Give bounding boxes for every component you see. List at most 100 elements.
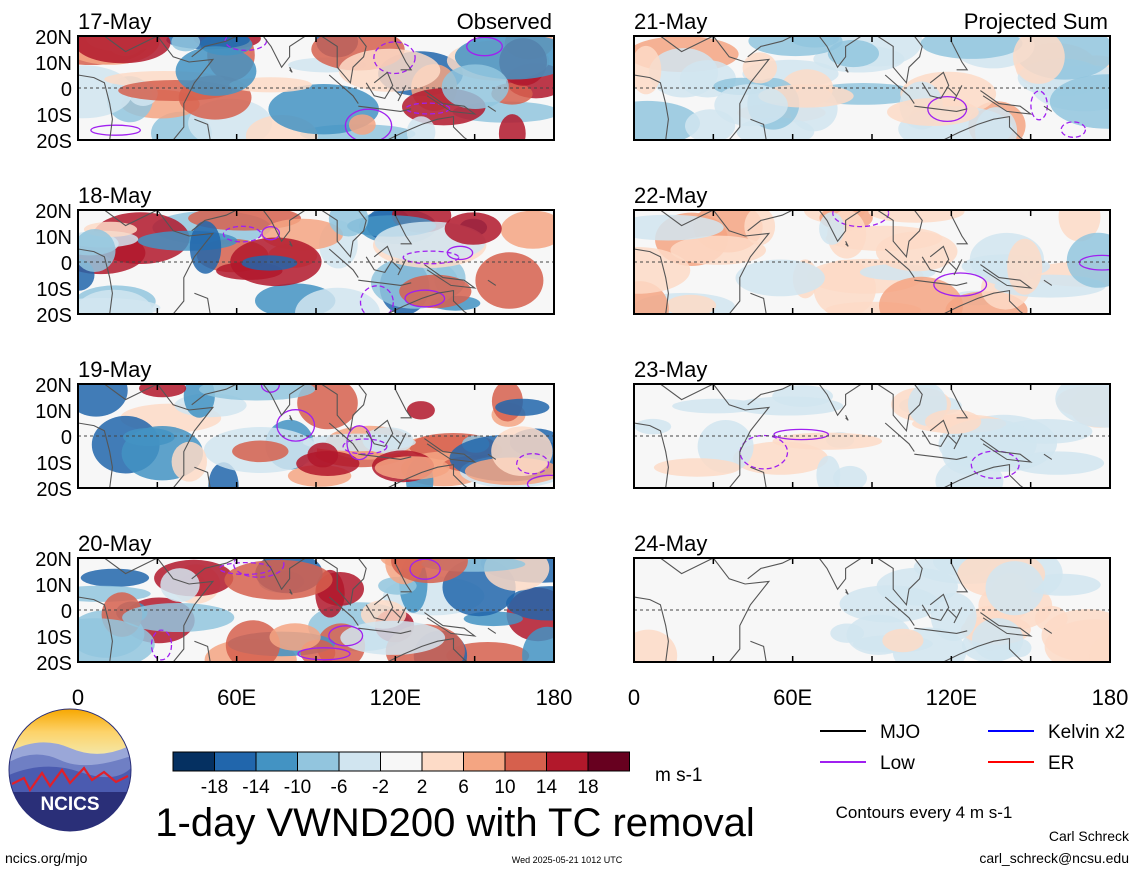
y-tick-label: 20N <box>35 201 72 223</box>
coastline <box>747 558 793 580</box>
anomaly-blob <box>733 441 828 475</box>
anomaly-blob <box>634 45 662 95</box>
anomaly-field <box>634 558 1110 662</box>
low-contour <box>276 409 316 442</box>
low-contour <box>739 434 789 470</box>
anomaly-blob <box>772 432 883 450</box>
anomaly-blob <box>819 212 845 245</box>
y-tick-label: 10S <box>36 279 72 301</box>
coastline <box>948 433 963 450</box>
panel-date: 17-May <box>78 9 151 34</box>
colorbar-swatch <box>587 751 630 772</box>
coastlines <box>78 384 497 488</box>
anomaly-blob <box>495 398 550 416</box>
legend-label: ER <box>1048 753 1074 774</box>
anomaly-blob <box>833 465 867 488</box>
coastline <box>392 85 407 102</box>
coastline <box>884 248 915 278</box>
y-tick-label: 10N <box>35 575 72 597</box>
anomaly-blob <box>500 210 554 249</box>
low-contour <box>446 245 474 261</box>
y-tick-label: 20N <box>35 549 72 571</box>
anomaly-field <box>634 384 1110 488</box>
anomaly-blob <box>232 440 289 463</box>
panel-24-may: 24-May <box>633 531 1111 663</box>
panel-17-may: 17-May Observed 20N 10N 0 10S 20S <box>35 9 555 153</box>
anomaly-blob <box>328 210 369 237</box>
coastline <box>845 588 849 595</box>
anomaly-blob <box>175 46 257 96</box>
coastline <box>194 640 211 662</box>
coastline <box>634 422 669 488</box>
coastline <box>747 36 793 58</box>
coastline <box>358 453 412 460</box>
coastline <box>191 558 237 580</box>
colorbar-swatch <box>297 751 340 772</box>
coastline <box>320 384 367 433</box>
anomaly-blob <box>714 84 788 127</box>
anomaly-blob <box>78 618 155 662</box>
colorbar-swatch <box>421 751 464 772</box>
colorbar-swatch <box>504 751 547 772</box>
logo-text: NCICS <box>40 794 99 815</box>
colorbar-label: 14 <box>536 777 558 798</box>
coastline <box>634 74 669 140</box>
anomaly-blob <box>295 287 380 314</box>
y-tick-label: 20S <box>36 653 72 675</box>
low-contour <box>150 629 173 661</box>
coastline <box>289 240 293 247</box>
anomaly-blob <box>491 426 553 477</box>
coastline <box>750 292 767 314</box>
anomaly-blob <box>137 230 238 251</box>
panel-20-may: 20-May 20N 10N 0 10S 20S <box>35 531 555 675</box>
low-contour <box>261 226 281 241</box>
anomaly-blob <box>475 252 544 309</box>
coastline <box>358 105 412 112</box>
ncics-logo: NCICS <box>8 708 132 832</box>
anomaly-blob <box>748 36 843 57</box>
coastline <box>634 36 771 140</box>
y-tick-label: 20S <box>36 305 72 327</box>
coastline <box>365 419 394 448</box>
coastline <box>845 66 849 73</box>
coastline <box>194 118 211 140</box>
x-tick-label: 0 <box>628 685 640 710</box>
low-contour <box>90 124 141 136</box>
coastlines <box>634 558 1053 662</box>
anomaly-blob <box>653 458 741 477</box>
coastline <box>1043 105 1053 112</box>
anomaly-blob <box>522 626 554 662</box>
coastline <box>798 558 862 591</box>
anomaly-blob <box>875 231 958 272</box>
coastline <box>328 74 359 104</box>
low-contour <box>328 625 364 647</box>
coastline <box>386 637 469 662</box>
anomaly-blob <box>225 620 280 662</box>
legend-label: MJO <box>880 722 920 743</box>
coastline <box>750 118 767 140</box>
low-contour <box>1078 254 1110 271</box>
column-label: Projected Sum <box>964 9 1108 34</box>
coastline <box>980 612 1033 637</box>
panel-date: 19-May <box>78 357 151 382</box>
anomaly-blob <box>634 100 700 140</box>
coastline <box>365 593 394 622</box>
panel-19-may: 19-May 20N 10N 0 10S 20S <box>35 357 555 501</box>
legend-label: Low <box>880 753 915 774</box>
low-contour <box>832 210 890 228</box>
coastline <box>980 438 1033 463</box>
colorbar: -18 -14 -10 -6 -2 2 6 10 14 18 <box>172 751 630 798</box>
coastline <box>392 433 407 450</box>
anomaly-blob <box>670 235 766 265</box>
coastline <box>191 36 237 58</box>
coastline <box>921 245 950 274</box>
panel-date: 21-May <box>634 9 707 34</box>
anomaly-blob <box>441 64 509 109</box>
y-tick-label: 10S <box>36 627 72 649</box>
anomaly-blob <box>80 568 150 587</box>
coastlines <box>78 210 497 314</box>
coastline <box>78 36 215 140</box>
column-label: Observed <box>457 9 552 34</box>
low-contour <box>404 289 446 308</box>
